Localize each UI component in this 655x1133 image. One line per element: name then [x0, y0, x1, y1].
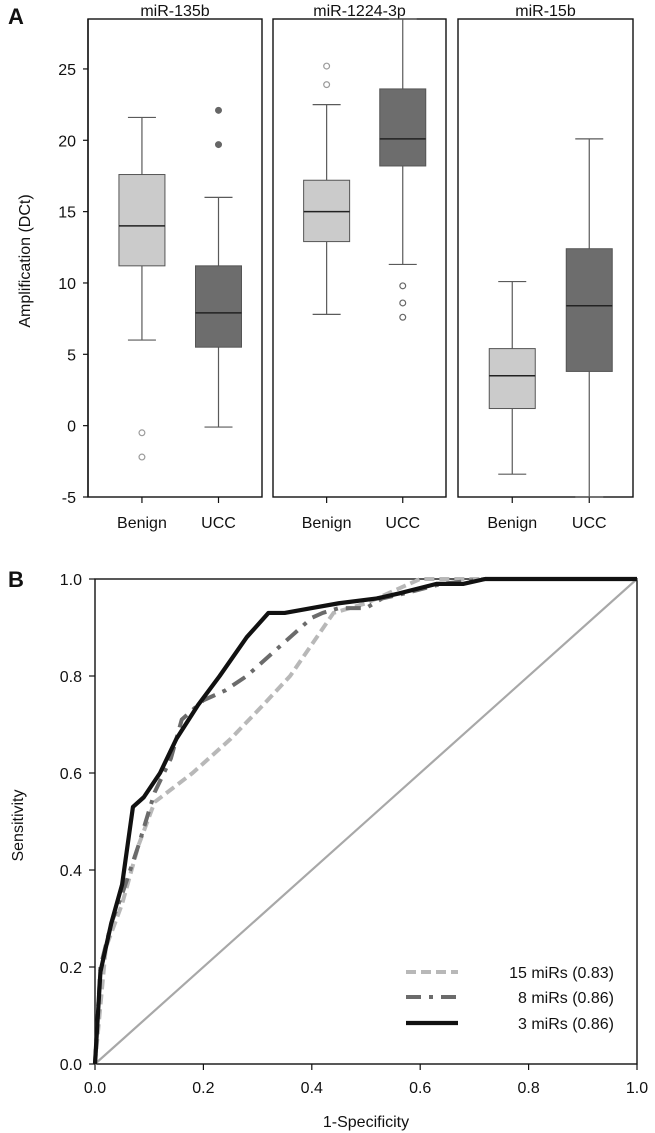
boxplot-panel-1: miR-135b Benign UCC: [87, 3, 263, 532]
roc-x-tick-label: 0.8: [517, 1080, 539, 1097]
roc-legend-label-1: 15 miRs (0.83): [509, 965, 614, 982]
boxplot-panel-title: miR-15b: [515, 3, 576, 20]
boxplot-y-tick-label: 10: [58, 276, 76, 293]
boxplot-panel-frame: [272, 18, 447, 498]
roc-y-tick-label: 0.2: [60, 960, 82, 977]
roc-x-tick-label: 1.0: [626, 1080, 648, 1097]
boxplot-y-tick-label: 25: [58, 62, 76, 79]
boxplot-box: [118, 174, 166, 267]
boxplot-panel-title: miR-1224-3p: [313, 3, 406, 20]
roc-y-tick-label: 0.6: [60, 766, 82, 783]
boxplot-box: [488, 348, 536, 410]
boxplot-y-tick-label: -5: [62, 490, 76, 507]
roc-series-line-3: [92, 576, 637, 1065]
boxplot-outlier-point: [138, 453, 146, 461]
roc-y-axis-label: Sensitivity: [10, 789, 27, 861]
boxplot-outlier-point: [215, 106, 223, 114]
boxplot-y-axis-label: Amplification (DCt): [17, 194, 34, 327]
boxplot-box: [379, 88, 427, 167]
boxplot-box: [195, 265, 242, 348]
boxplot-outlier-point: [399, 299, 407, 307]
boxplot-outlier-point: [138, 429, 146, 437]
roc-y-tick-label: 0.4: [60, 863, 82, 880]
roc-reference-diagonal: [94, 578, 638, 1065]
boxplot-outlier-point: [323, 62, 331, 70]
boxplot-outlier-point: [399, 313, 407, 321]
roc-legend-label-2: 8 miRs (0.86): [518, 990, 614, 1007]
roc-plot-frame: [94, 578, 638, 1065]
roc-series-line-1: [93, 577, 637, 1065]
roc-x-tick-label: 0.0: [84, 1080, 106, 1097]
panel-b-label: B: [8, 567, 24, 592]
boxplot-panel-frame: [457, 18, 634, 498]
roc-chart: 0.0 0.2 0.4 0.6 0.8 1.0 0.0 0.2 0.4 0.6 0.8 1.0 1-Sp…: [10, 572, 648, 1131]
panel-a-label: A: [8, 4, 24, 29]
boxplot-y-tick-label: 5: [67, 347, 76, 364]
boxplot-panel-2: miR-1224-3p Benign UCC: [272, 3, 447, 532]
boxplot-box: [565, 248, 613, 372]
roc-y-tick-label: 0.0: [60, 1057, 82, 1074]
boxplot-panel-3: miR-15b Benign UCC: [457, 3, 634, 532]
boxplot-y-tick-label: 0: [67, 419, 76, 436]
roc-x-axis-label: 1-Specificity: [323, 1114, 409, 1131]
boxplot-outlier-point: [399, 282, 407, 290]
boxplot-y-tick-label: 15: [58, 205, 76, 222]
boxplot-y-tick-label: 20: [58, 133, 76, 150]
boxplot-category-label: Benign: [117, 515, 167, 532]
boxplot-category-label: UCC: [201, 515, 236, 532]
boxplot-category-label: UCC: [385, 515, 420, 532]
boxplot-category-label: UCC: [572, 515, 607, 532]
roc-x-tick-label: 0.6: [409, 1080, 431, 1097]
boxplot-outlier-point: [323, 81, 331, 89]
roc-x-tick-label: 0.2: [192, 1080, 214, 1097]
roc-x-tick-label: 0.4: [301, 1080, 323, 1097]
roc-y-tick-label: 1.0: [60, 572, 82, 589]
boxplot-panel-frame: [87, 18, 263, 498]
boxplot-chart: -5 0 5 10 15 20 25 Amplification (DCt) miR-135b B…: [17, 3, 634, 532]
roc-y-tick-label: 0.8: [60, 669, 82, 686]
roc-legend-label-3: 3 miRs (0.86): [518, 1016, 614, 1033]
boxplot-category-label: Benign: [302, 515, 352, 532]
boxplot-category-label: Benign: [487, 515, 537, 532]
boxplot-panel-title: miR-135b: [140, 3, 209, 20]
boxplot-outlier-point: [215, 141, 223, 149]
